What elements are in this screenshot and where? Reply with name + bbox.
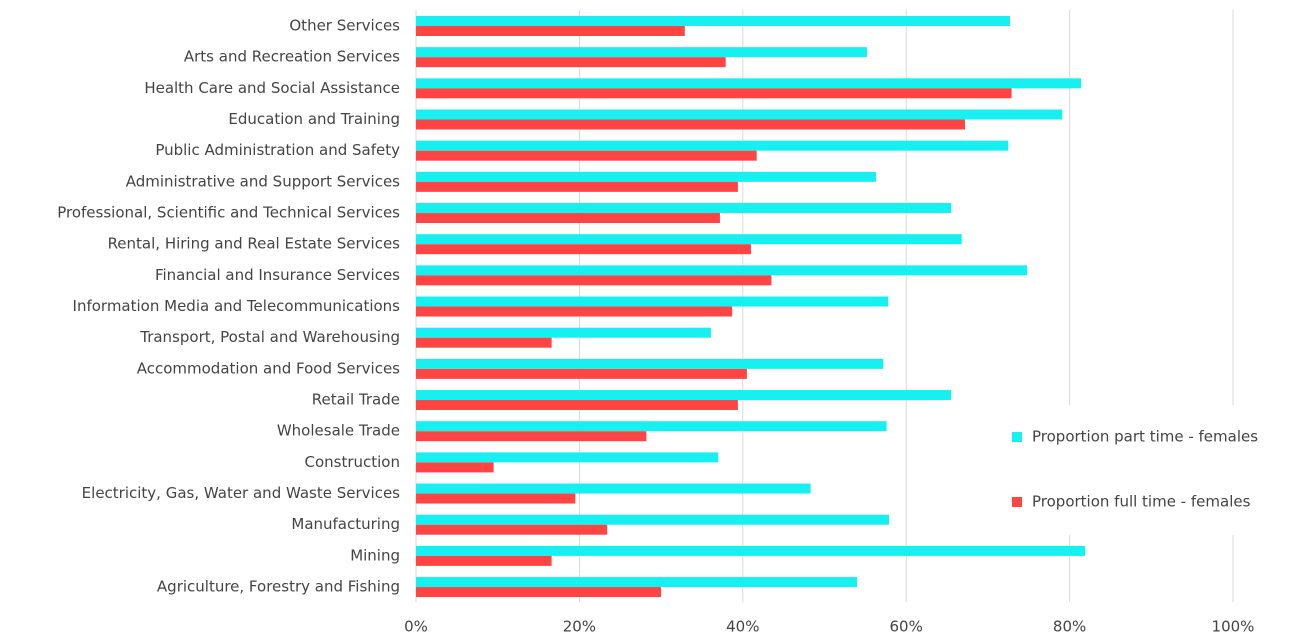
y-tick-label: Administrative and Support Services bbox=[126, 172, 400, 190]
x-tick-label: 80% bbox=[1053, 618, 1086, 635]
y-tick-label: Professional, Scientific and Technical S… bbox=[57, 204, 400, 222]
y-tick-label: Health Care and Social Assistance bbox=[144, 79, 400, 97]
bar bbox=[416, 493, 576, 504]
bar bbox=[416, 234, 962, 245]
y-tick-label: Retail Trade bbox=[312, 391, 400, 409]
bar bbox=[416, 88, 1012, 99]
y-tick-label: Transport, Postal and Warehousing bbox=[139, 328, 400, 346]
bar bbox=[416, 47, 867, 58]
bar bbox=[416, 555, 552, 566]
bar bbox=[416, 296, 889, 307]
y-tick-label: Mining bbox=[350, 546, 400, 564]
bar bbox=[416, 16, 1010, 26]
bar bbox=[416, 514, 890, 525]
bar bbox=[416, 181, 738, 192]
y-tick-label: Electricity, Gas, Water and Waste Servic… bbox=[82, 484, 401, 502]
bar bbox=[416, 358, 884, 369]
y-tick-label: Construction bbox=[304, 453, 400, 471]
y-tick-label: Arts and Recreation Services bbox=[184, 48, 400, 66]
bar bbox=[416, 26, 685, 36]
bar bbox=[416, 119, 966, 130]
y-tick-label: Education and Training bbox=[228, 110, 400, 128]
bar bbox=[416, 244, 751, 255]
bar bbox=[416, 462, 494, 473]
y-tick-label: Rental, Hiring and Real Estate Services bbox=[108, 235, 401, 253]
y-tick-label: Manufacturing bbox=[291, 515, 400, 533]
bar bbox=[416, 306, 733, 317]
bar bbox=[416, 337, 552, 348]
legend-swatch bbox=[1012, 432, 1022, 442]
bar bbox=[416, 400, 738, 411]
bar bbox=[416, 390, 952, 401]
bar bbox=[416, 150, 757, 161]
x-tick-label: 60% bbox=[890, 618, 923, 635]
bar bbox=[416, 78, 1082, 89]
y-tick-label: Accommodation and Food Services bbox=[137, 359, 400, 377]
bar bbox=[416, 421, 887, 432]
y-tick-label: Financial and Insurance Services bbox=[155, 266, 400, 284]
bar bbox=[416, 577, 858, 588]
bar bbox=[416, 587, 662, 598]
y-tick-label: Agriculture, Forestry and Fishing bbox=[157, 578, 400, 596]
bar bbox=[416, 109, 1063, 120]
bar bbox=[416, 483, 811, 494]
x-tick-label: 100% bbox=[1212, 618, 1255, 635]
bar bbox=[416, 368, 747, 379]
bar bbox=[416, 140, 1009, 151]
x-tick-label: 0% bbox=[404, 618, 428, 635]
bar bbox=[416, 203, 952, 214]
legend-background bbox=[1005, 405, 1303, 535]
bar bbox=[416, 171, 876, 182]
bar bbox=[416, 213, 720, 224]
bar bbox=[416, 524, 608, 535]
legend-label: Proportion full time - females bbox=[1032, 493, 1251, 511]
y-tick-label: Public Administration and Safety bbox=[155, 141, 400, 159]
y-tick-label: Wholesale Trade bbox=[277, 422, 400, 440]
bar bbox=[416, 265, 1028, 276]
bar bbox=[416, 57, 726, 68]
bar bbox=[416, 275, 772, 286]
legend-swatch bbox=[1012, 497, 1022, 507]
x-tick-label: 20% bbox=[563, 618, 596, 635]
bar bbox=[416, 545, 1086, 556]
y-tick-label: Other Services bbox=[289, 17, 400, 35]
bar bbox=[416, 452, 719, 463]
y-tick-label: Information Media and Telecommunications bbox=[73, 297, 401, 315]
x-tick-label: 40% bbox=[726, 618, 759, 635]
bar bbox=[416, 327, 711, 338]
bar bbox=[416, 431, 647, 442]
legend-label: Proportion part time - females bbox=[1032, 428, 1258, 446]
